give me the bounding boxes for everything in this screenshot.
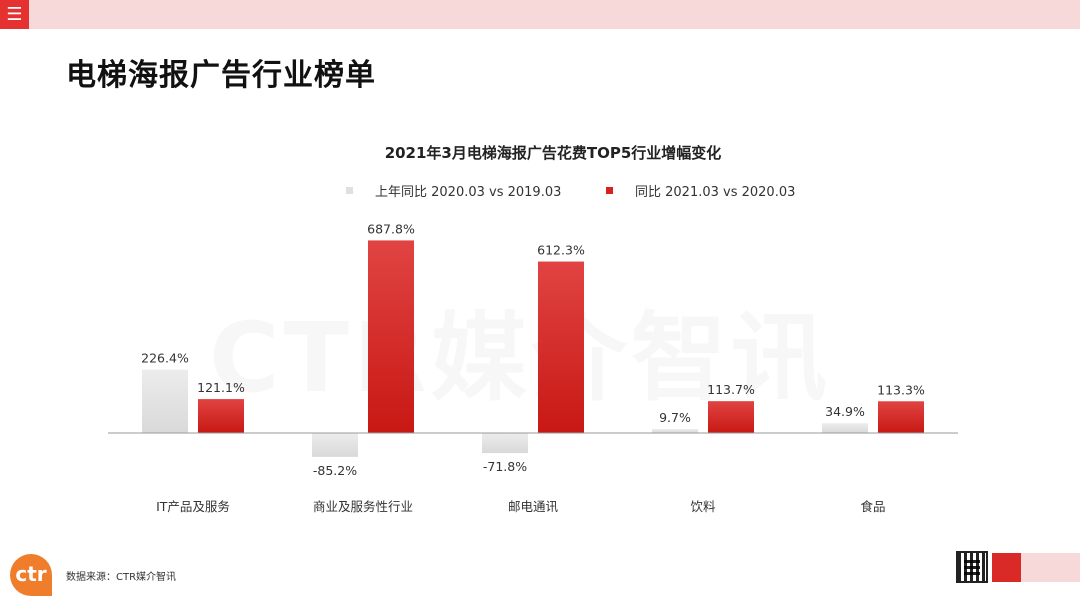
category-label-4: 食品 — [860, 499, 885, 514]
legend-item-prev-year: 上年同比 2020.03 vs 2019.03 — [346, 181, 561, 200]
data-label-prev-year-4: 34.9% — [825, 404, 865, 419]
bar-prev-year-2 — [482, 433, 528, 454]
bar-prev-year-1 — [312, 433, 358, 457]
data-source-note: 数据来源：CTR媒介智讯 — [66, 572, 177, 583]
data-label-current-year-0: 121.1% — [197, 380, 245, 395]
data-label-current-year-4: 113.3% — [877, 382, 925, 397]
data-label-prev-year-0: 226.4% — [141, 351, 189, 366]
bar-current-year-4 — [878, 401, 924, 433]
category-label-3: 饮料 — [690, 499, 716, 514]
bar-prev-year-0 — [142, 369, 188, 433]
ctr-logo: ctr — [10, 554, 52, 596]
qr-code-icon — [956, 551, 988, 583]
category-label-2: 邮电通讯 — [508, 499, 559, 514]
legend-swatch-current-year — [606, 187, 613, 194]
data-label-prev-year-3: 9.7% — [659, 410, 691, 425]
top-banner — [0, 0, 1080, 29]
legend-label-prev-year: 上年同比 2020.03 vs 2019.03 — [375, 185, 562, 200]
data-label-prev-year-2: -71.8% — [483, 459, 527, 474]
bar-current-year-3 — [708, 401, 754, 433]
bar-current-year-0 — [198, 399, 244, 433]
data-label-prev-year-1: -85.2% — [313, 463, 357, 478]
legend-label-current-year: 同比 2021.03 vs 2020.03 — [635, 185, 796, 200]
legend-swatch-prev-year — [346, 187, 353, 194]
category-label-0: IT产品及服务 — [156, 499, 230, 514]
category-label-1: 商业及服务性行业 — [313, 499, 413, 514]
legend-item-current-year: 同比 2021.03 vs 2020.03 — [606, 181, 795, 200]
footer-accent-pink — [1021, 553, 1080, 582]
data-label-current-year-3: 113.7% — [707, 382, 755, 397]
chart-title: 2021年3月电梯海报广告花费TOP5行业增幅变化 — [384, 144, 722, 162]
data-label-current-year-2: 612.3% — [537, 243, 585, 258]
bar-current-year-1 — [368, 240, 414, 433]
menu-icon[interactable]: ☰ — [0, 0, 29, 29]
footer-accent-red — [992, 553, 1021, 582]
bar-current-year-2 — [538, 261, 584, 433]
bar-prev-year-3 — [652, 429, 698, 433]
data-label-current-year-1: 687.8% — [367, 221, 415, 236]
chart-legend: 上年同比 2020.03 vs 2019.03 同比 2021.03 vs 20… — [0, 181, 1080, 201]
page-title: 电梯海报广告行业榜单 — [66, 58, 376, 93]
bar-prev-year-4 — [822, 423, 868, 433]
